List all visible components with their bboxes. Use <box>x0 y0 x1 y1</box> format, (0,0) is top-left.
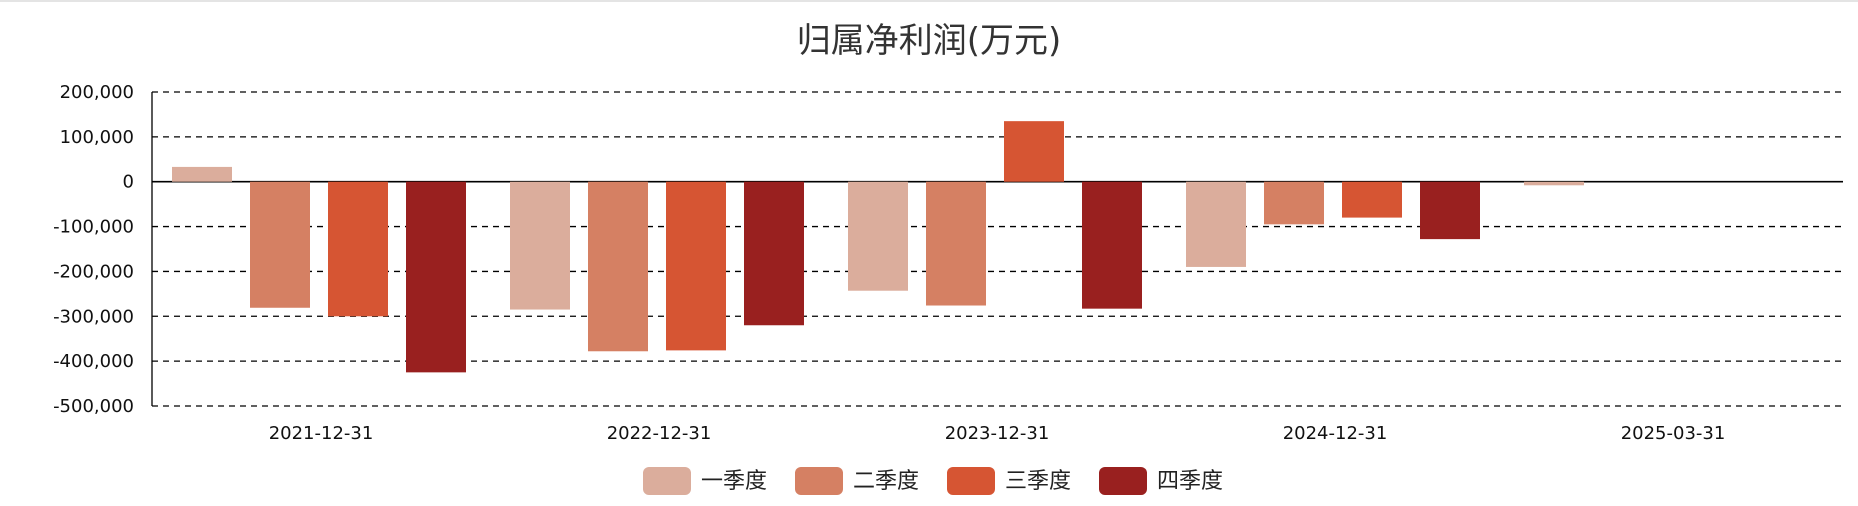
x-tick-label: 2024-12-31 <box>1283 423 1388 444</box>
legend-label: 一季度 <box>701 469 767 494</box>
y-tick-label: -300,000 <box>53 306 134 327</box>
y-tick-label: -500,000 <box>53 396 134 417</box>
bar-2021-12-31-一季度[interactable] <box>172 166 232 182</box>
legend-label: 四季度 <box>1157 469 1223 494</box>
legend[interactable]: 一季度 二季度 三季度 四季度 <box>643 467 1223 495</box>
chart-title: 归属净利润(万元) <box>797 21 1062 61</box>
bar-2023-12-31-三季度[interactable] <box>1004 121 1064 182</box>
bar-2024-12-31-一季度[interactable] <box>1186 181 1246 267</box>
legend-swatch <box>947 467 995 495</box>
bar-2023-12-31-一季度[interactable] <box>848 181 908 291</box>
top-divider <box>0 0 1858 2</box>
x-tick-label: 2023-12-31 <box>945 423 1050 444</box>
bar-2025-03-31-一季度[interactable] <box>1524 181 1584 186</box>
x-tick-label: 2021-12-31 <box>269 423 374 444</box>
bar-2021-12-31-三季度[interactable] <box>328 181 388 317</box>
bar-2021-12-31-四季度[interactable] <box>406 181 466 373</box>
bar-2024-12-31-二季度[interactable] <box>1264 181 1324 225</box>
grid-lines <box>152 91 1843 407</box>
bar-2021-12-31-二季度[interactable] <box>250 181 310 308</box>
y-tick-label: -200,000 <box>53 261 134 282</box>
legend-item-四季度[interactable]: 四季度 <box>1099 467 1223 495</box>
legend-label: 二季度 <box>853 469 919 494</box>
y-tick-label: -400,000 <box>53 351 134 372</box>
y-tick-label: 100,000 <box>60 127 134 148</box>
legend-item-一季度[interactable]: 一季度 <box>643 467 767 495</box>
legend-label: 三季度 <box>1005 469 1071 494</box>
legend-swatch <box>795 467 843 495</box>
legend-swatch <box>643 467 691 495</box>
y-axis: 200,000 100,000 0 -100,000 -200,000 -300,000 -… <box>53 82 153 417</box>
bar-2022-12-31-四季度[interactable] <box>744 181 804 326</box>
x-tick-label: 2025-03-31 <box>1621 423 1726 444</box>
bar-2022-12-31-二季度[interactable] <box>588 181 648 352</box>
bar-2023-12-31-四季度[interactable] <box>1082 181 1142 309</box>
bar-2022-12-31-三季度[interactable] <box>666 181 726 351</box>
bar-2024-12-31-三季度[interactable] <box>1342 181 1402 218</box>
bar-2024-12-31-四季度[interactable] <box>1420 181 1480 240</box>
y-tick-label: -100,000 <box>53 217 134 238</box>
x-tick-label: 2022-12-31 <box>607 423 712 444</box>
legend-item-二季度[interactable]: 二季度 <box>795 467 919 495</box>
bar-2022-12-31-一季度[interactable] <box>510 181 570 310</box>
y-tick-label: 200,000 <box>60 82 134 103</box>
y-tick-label: 0 <box>123 172 134 193</box>
x-axis-labels: 2021-12-31 2022-12-31 2023-12-31 2024-12-31… <box>269 423 1726 444</box>
bar-2023-12-31-二季度[interactable] <box>926 181 986 306</box>
legend-swatch <box>1099 467 1147 495</box>
legend-item-三季度[interactable]: 三季度 <box>947 467 1071 495</box>
bars <box>172 121 1584 373</box>
